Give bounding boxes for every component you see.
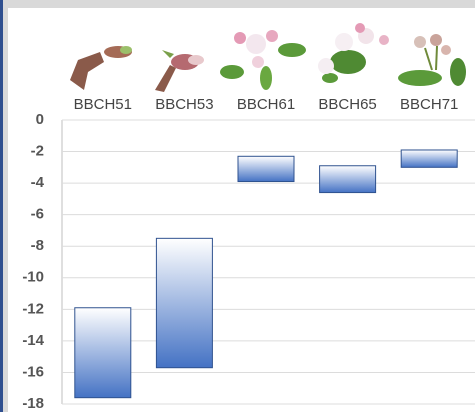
y-tick-label: -16 [22,363,44,380]
y-tick-label: -4 [31,174,45,191]
x-tick-label: BBCH71 [400,96,458,113]
left-edge [0,0,3,412]
x-tick-label: BBCH53 [155,96,213,113]
y-tick-label: -12 [22,300,44,317]
chart: 0 -2 -4 -6 -8 -10 -12 -14 -16 -18 BBCH51 BBCH53 BBCH… [0,0,475,412]
y-tick-label: -10 [22,269,44,286]
y-tick-label: -18 [22,395,44,412]
x-tick-label: BBCH61 [237,96,295,113]
y-tick-label: -2 [31,143,44,160]
bar [156,238,212,367]
x-tick-label: BBCH51 [74,96,132,113]
x-tick-label: BBCH65 [318,96,376,113]
y-tick-label: -6 [31,206,44,223]
y-tick-label: 0 [36,111,44,128]
bar [75,308,131,398]
bar [401,150,457,167]
y-tick-label: -8 [31,237,44,254]
bar [238,156,294,181]
bar [320,166,376,193]
y-tick-label: -14 [22,332,44,349]
